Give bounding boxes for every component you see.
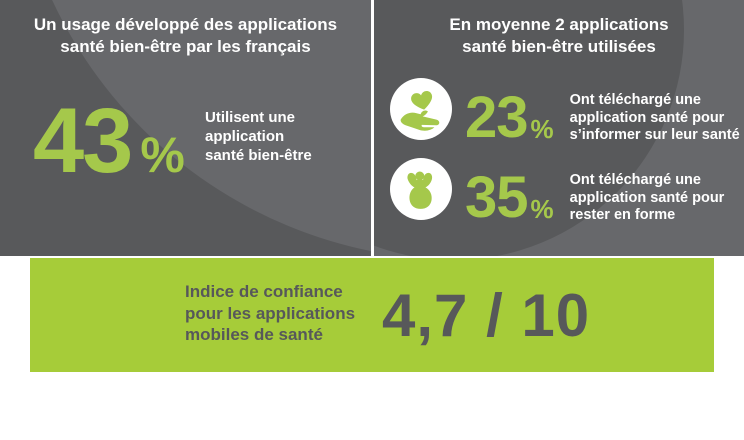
confidence-banner-label: Indice de confiance pour les application… <box>185 282 356 344</box>
fitness-stat: 35 % <box>465 165 554 230</box>
right-panel: En moyenne 2 applications santé bien-êtr… <box>374 0 744 256</box>
footer: AG2R LA MONDIALE M ED APP CARE <box>0 372 744 440</box>
left-panel-title: Un usage développé des applications sant… <box>33 15 338 56</box>
right-panel-title: En moyenne 2 applications santé bien-êtr… <box>449 15 669 56</box>
usage-stat-unit: % <box>140 127 185 183</box>
confidence-score: 4,7 / 10 <box>382 282 591 349</box>
panel-divider <box>371 0 374 256</box>
stat-item-fitness: 35 % Ont téléchargé une application sant… <box>390 158 725 230</box>
fitness-stat-unit: % <box>530 194 554 224</box>
top-section: Un usage développé des applications sant… <box>0 0 744 256</box>
inform-stat-unit: % <box>530 114 554 144</box>
left-panel: Un usage développé des applications sant… <box>0 0 371 256</box>
usage-stat-caption: Utilisent une application santé bien-êtr… <box>205 109 312 164</box>
flexing-muscles-icon <box>407 171 433 209</box>
fitness-stat-value: 35 <box>465 165 529 230</box>
icon-circle <box>390 78 452 140</box>
usage-stat: 43 % <box>33 90 185 192</box>
icon-circle <box>390 158 452 220</box>
usage-stat-value: 43 <box>33 90 133 192</box>
inform-stat: 23 % <box>465 85 554 150</box>
stat-item-inform: 23 % Ont téléchargé une application sant… <box>390 78 740 150</box>
inform-stat-value: 23 <box>465 85 529 150</box>
heart-in-hand-icon <box>400 91 440 131</box>
fitness-stat-label: Ont téléchargé une application santé pou… <box>569 172 725 223</box>
inform-stat-label: Ont téléchargé une application santé pou… <box>569 92 740 143</box>
confidence-banner: Indice de confiance pour les application… <box>30 258 714 372</box>
